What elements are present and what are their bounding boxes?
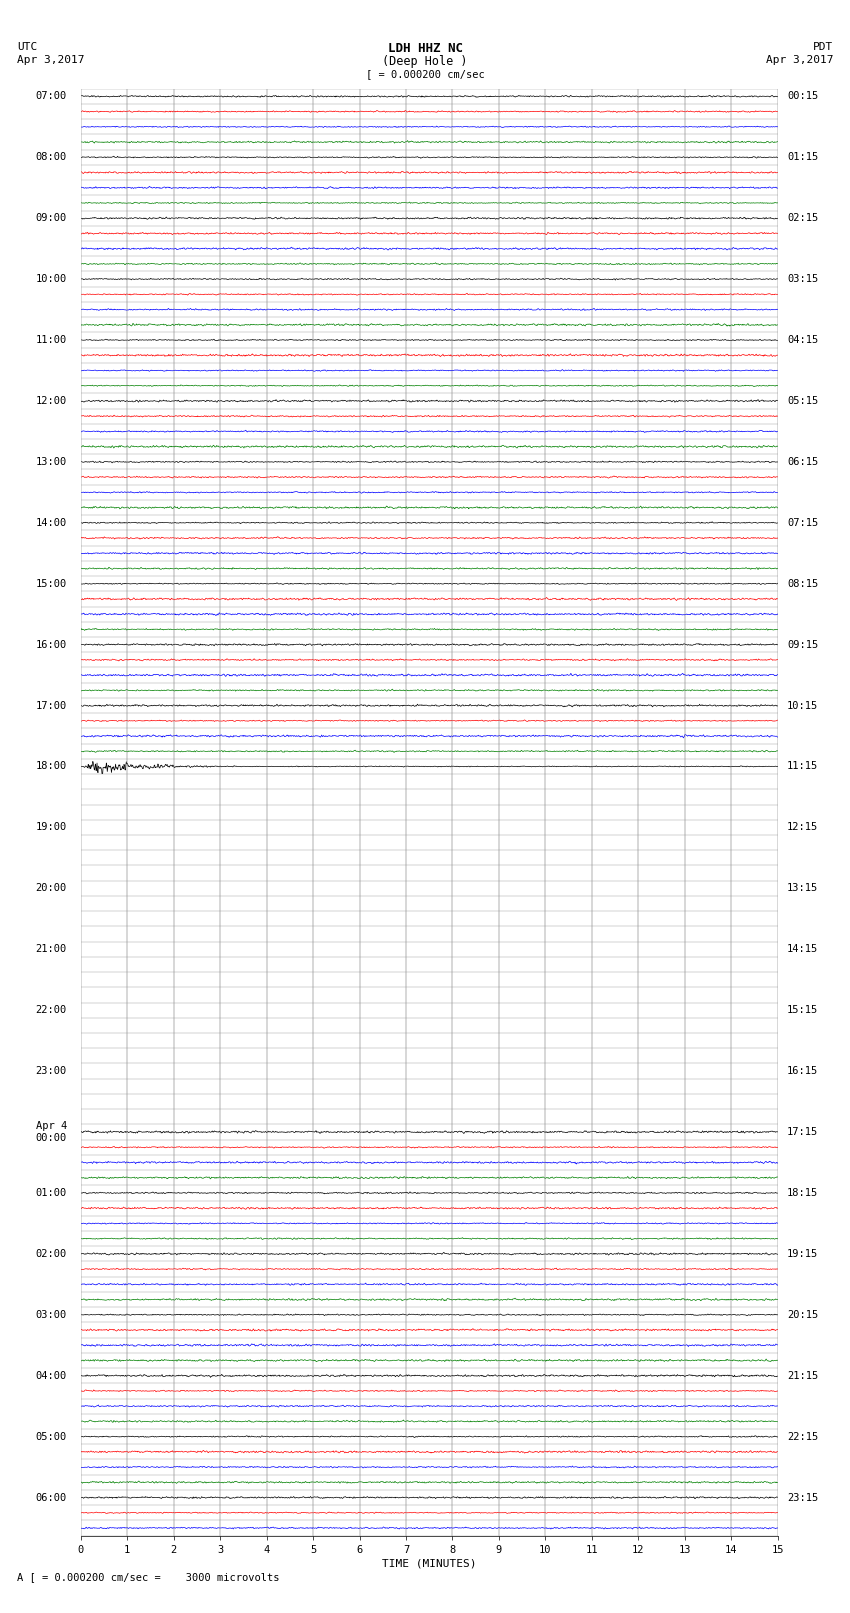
Text: 08:15: 08:15 [787, 579, 819, 589]
Text: 21:15: 21:15 [787, 1371, 819, 1381]
Text: 06:15: 06:15 [787, 456, 819, 466]
X-axis label: TIME (MINUTES): TIME (MINUTES) [382, 1558, 477, 1569]
Text: 05:00: 05:00 [36, 1432, 67, 1442]
Text: 10:15: 10:15 [787, 700, 819, 711]
Text: 19:00: 19:00 [36, 823, 67, 832]
Text: 08:00: 08:00 [36, 152, 67, 163]
Text: 16:00: 16:00 [36, 640, 67, 650]
Text: 20:00: 20:00 [36, 884, 67, 894]
Text: 09:00: 09:00 [36, 213, 67, 223]
Text: 22:15: 22:15 [787, 1432, 819, 1442]
Text: 13:00: 13:00 [36, 456, 67, 466]
Text: 03:15: 03:15 [787, 274, 819, 284]
Text: Apr 3,2017: Apr 3,2017 [766, 55, 833, 65]
Text: 04:15: 04:15 [787, 336, 819, 345]
Text: Apr 4
00:00: Apr 4 00:00 [36, 1121, 67, 1142]
Text: 17:00: 17:00 [36, 700, 67, 711]
Text: 09:15: 09:15 [787, 640, 819, 650]
Text: 00:15: 00:15 [787, 92, 819, 102]
Text: UTC: UTC [17, 42, 37, 52]
Text: 16:15: 16:15 [787, 1066, 819, 1076]
Text: 05:15: 05:15 [787, 395, 819, 406]
Text: 11:00: 11:00 [36, 336, 67, 345]
Text: (Deep Hole ): (Deep Hole ) [382, 55, 468, 68]
Text: 23:15: 23:15 [787, 1492, 819, 1502]
Text: PDT: PDT [813, 42, 833, 52]
Text: 13:15: 13:15 [787, 884, 819, 894]
Text: 15:15: 15:15 [787, 1005, 819, 1015]
Text: 01:00: 01:00 [36, 1187, 67, 1198]
Text: 02:00: 02:00 [36, 1248, 67, 1258]
Text: 01:15: 01:15 [787, 152, 819, 163]
Text: 10:00: 10:00 [36, 274, 67, 284]
Text: 23:00: 23:00 [36, 1066, 67, 1076]
Text: 06:00: 06:00 [36, 1492, 67, 1502]
Text: 14:15: 14:15 [787, 944, 819, 955]
Text: A [ = 0.000200 cm/sec =    3000 microvolts: A [ = 0.000200 cm/sec = 3000 microvolts [17, 1573, 280, 1582]
Text: 21:00: 21:00 [36, 944, 67, 955]
Text: 07:15: 07:15 [787, 518, 819, 527]
Text: 14:00: 14:00 [36, 518, 67, 527]
Text: 11:15: 11:15 [787, 761, 819, 771]
Text: LDH HHZ NC: LDH HHZ NC [388, 42, 462, 55]
Text: 15:00: 15:00 [36, 579, 67, 589]
Text: 19:15: 19:15 [787, 1248, 819, 1258]
Text: Apr 3,2017: Apr 3,2017 [17, 55, 84, 65]
Text: 02:15: 02:15 [787, 213, 819, 223]
Text: 07:00: 07:00 [36, 92, 67, 102]
Text: 22:00: 22:00 [36, 1005, 67, 1015]
Text: 03:00: 03:00 [36, 1310, 67, 1319]
Text: 18:15: 18:15 [787, 1187, 819, 1198]
Text: 20:15: 20:15 [787, 1310, 819, 1319]
Text: 12:15: 12:15 [787, 823, 819, 832]
Text: 18:00: 18:00 [36, 761, 67, 771]
Text: [ = 0.000200 cm/sec: [ = 0.000200 cm/sec [366, 69, 484, 79]
Text: 12:00: 12:00 [36, 395, 67, 406]
Text: 04:00: 04:00 [36, 1371, 67, 1381]
Text: 17:15: 17:15 [787, 1127, 819, 1137]
